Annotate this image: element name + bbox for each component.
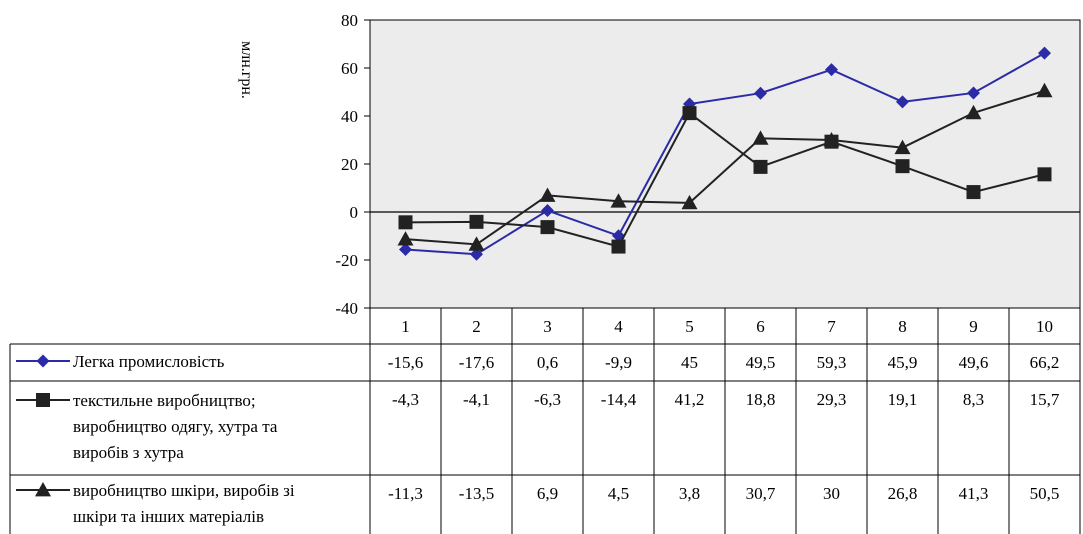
category-label: 5	[685, 317, 694, 336]
data-label: 8,3	[963, 390, 984, 409]
data-label: 26,8	[888, 484, 918, 503]
category-label: 8	[898, 317, 907, 336]
y-axis-label: млн.грн.	[238, 41, 255, 99]
data-point-diamond	[399, 242, 412, 256]
data-point-diamond	[825, 63, 838, 77]
data-label: 18,8	[746, 390, 776, 409]
data-label: 45,9	[888, 353, 918, 372]
data-point-triangle	[752, 130, 769, 145]
data-label: -11,3	[388, 484, 423, 503]
y-axis: 80 60 40 20 0 -20 -40	[335, 11, 1080, 318]
data-label: 3,8	[679, 484, 700, 503]
y-tick-label: 20	[341, 155, 358, 174]
data-point-diamond	[541, 204, 554, 218]
legend-label: виробництво одягу, хутра та	[73, 417, 278, 436]
data-point-diamond	[896, 95, 909, 109]
category-label: 2	[472, 317, 481, 336]
data-label: -13,5	[459, 484, 494, 503]
data-label: 66,2	[1030, 353, 1060, 372]
y-tick-label: 80	[341, 11, 358, 30]
data-label: 4,5	[608, 484, 629, 503]
series-line-diamond	[405, 52, 1045, 256]
data-label: 29,3	[817, 390, 847, 409]
data-label: -6,3	[534, 390, 561, 409]
category-label: 7	[827, 317, 836, 336]
data-point-triangle	[823, 132, 840, 147]
data-point-square	[682, 106, 697, 121]
legend-marker-triangle	[35, 482, 51, 497]
y-tick-label: 0	[350, 203, 359, 222]
data-label: 45	[681, 353, 698, 372]
data-label: -4,3	[392, 390, 419, 409]
legend-label: виробів з хутра	[73, 443, 184, 462]
data-label: 30,7	[746, 484, 776, 503]
y-tick-label: -20	[335, 251, 358, 270]
category-label: 10	[1036, 317, 1053, 336]
data-point-diamond	[470, 247, 483, 261]
legend-label: Легка промисловість	[73, 352, 225, 371]
data-point-triangle	[894, 139, 911, 155]
data-point-square	[966, 185, 981, 200]
data-point-triangle	[1036, 82, 1053, 98]
data-label: -15,6	[388, 353, 423, 372]
data-point-square	[398, 215, 413, 230]
category-label: 6	[756, 317, 765, 336]
data-label: 0,6	[537, 353, 558, 372]
data-label: 41,2	[675, 390, 705, 409]
legend-label: шкіри та інших матеріалів	[73, 507, 264, 526]
data-label: 49,6	[959, 353, 989, 372]
category-label: 3	[543, 317, 552, 336]
data-point-triangle	[468, 236, 485, 251]
data-label: -17,6	[459, 353, 494, 372]
data-label: -4,1	[463, 390, 490, 409]
data-label: -14,4	[601, 390, 637, 409]
data-table: 1 2 3 4 5 6 7 8 9 10-15,6 -17,6 0,6 -9,9 45 49,5 59,3 45…	[388, 317, 1060, 503]
legend-label: виробництво шкіри, виробів зі	[73, 481, 295, 500]
data-label: 50,5	[1030, 484, 1060, 503]
data-point-triangle	[965, 104, 982, 120]
data-label: 15,7	[1030, 390, 1060, 409]
data-label: 59,3	[817, 353, 847, 372]
data-point-square	[895, 159, 910, 174]
series-layer	[397, 46, 1053, 261]
data-point-triangle	[610, 193, 627, 208]
legend-label: текстильне виробництво;	[73, 391, 256, 410]
data-label: 19,1	[888, 390, 918, 409]
data-point-triangle	[539, 187, 556, 202]
data-point-square	[611, 239, 626, 254]
data-point-square	[469, 214, 484, 229]
data-table-grid	[9, 308, 1081, 534]
data-point-diamond	[754, 86, 767, 100]
plot-area	[369, 19, 1081, 309]
legend-marker-square	[36, 393, 50, 407]
data-label: 49,5	[746, 353, 776, 372]
data-label: 6,9	[537, 484, 558, 503]
data-point-square	[540, 220, 555, 235]
category-label: 1	[401, 317, 410, 336]
data-point-triangle	[681, 194, 698, 210]
legend-marker-diamond	[36, 354, 50, 368]
legend: Легка промисловість текстильне виробництв…	[16, 352, 295, 526]
data-point-diamond	[1038, 46, 1051, 60]
y-tick-label: 60	[341, 59, 358, 78]
series-line-square	[405, 111, 1045, 248]
y-tick-label: 40	[341, 107, 358, 126]
category-label: 9	[969, 317, 978, 336]
series-line-triangle	[405, 89, 1045, 246]
data-label: -9,9	[605, 353, 632, 372]
data-point-diamond	[967, 86, 980, 100]
data-point-square	[1037, 167, 1052, 182]
data-point-square	[753, 159, 768, 174]
category-label: 4	[614, 317, 623, 336]
data-label: 41,3	[959, 484, 989, 503]
y-tick-label: -40	[335, 299, 358, 318]
data-label: 30	[823, 484, 840, 503]
data-point-triangle	[397, 231, 414, 246]
